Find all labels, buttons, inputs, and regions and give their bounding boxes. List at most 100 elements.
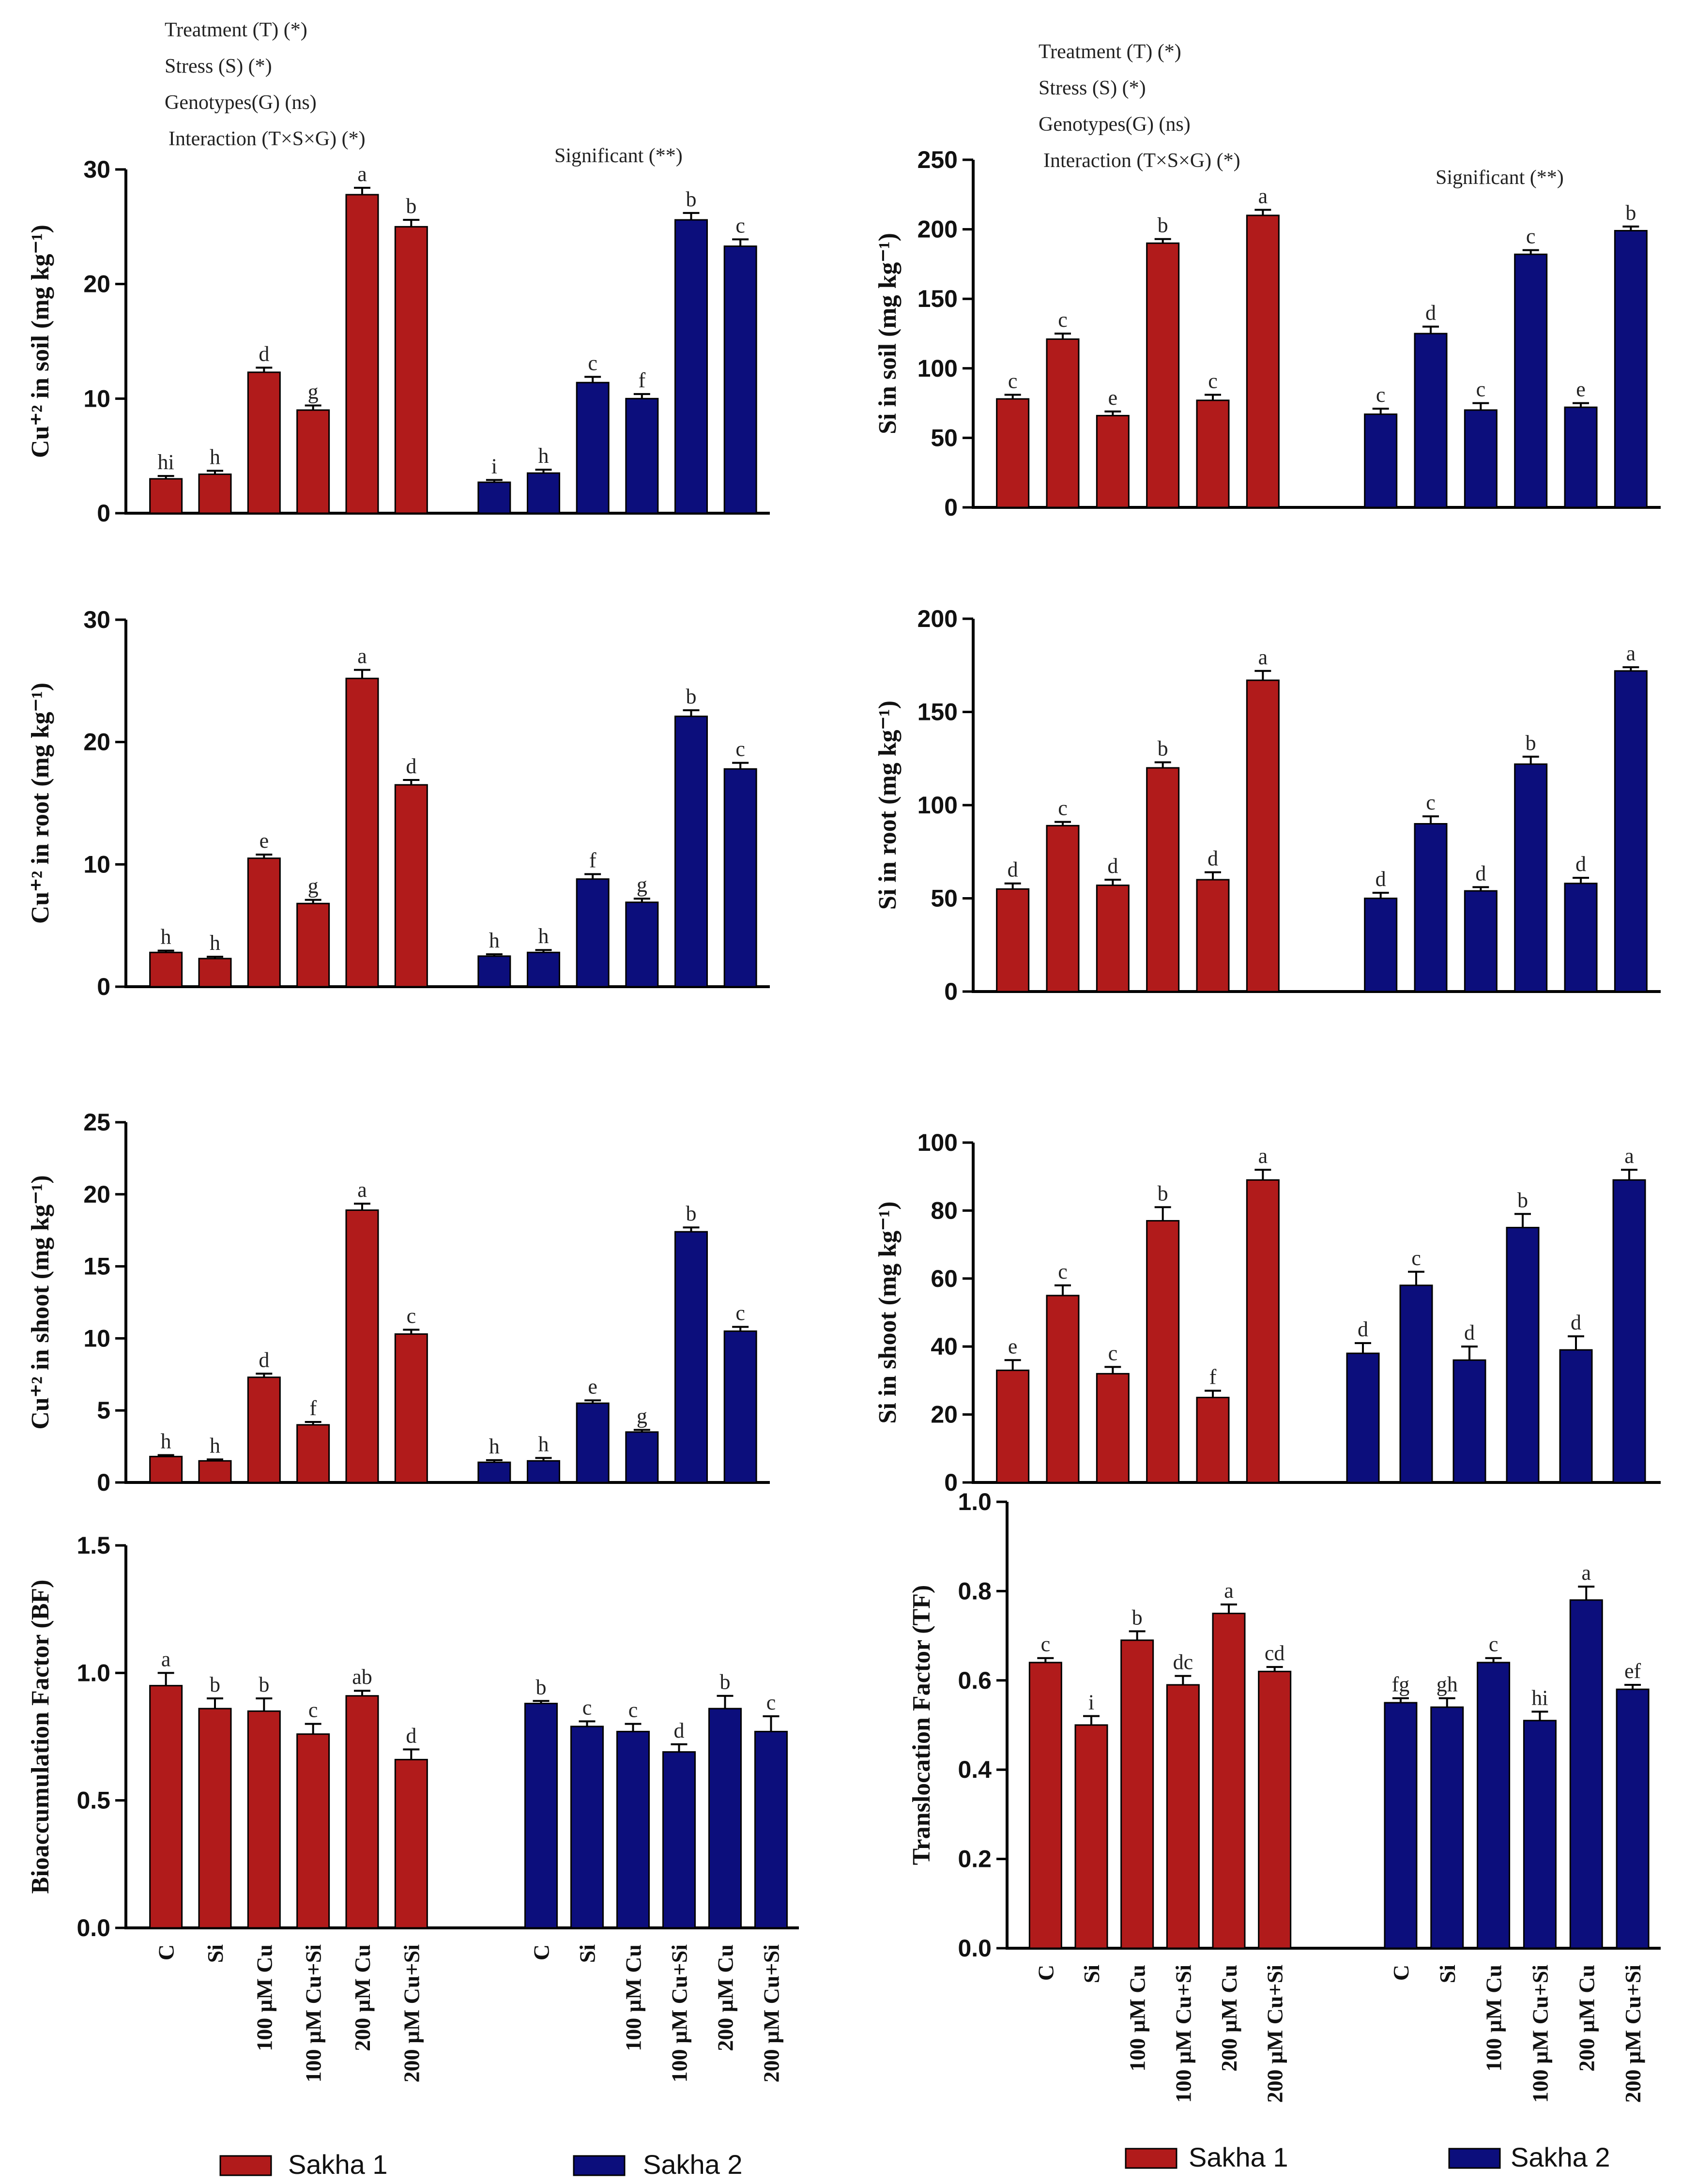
bar-sakha1-1 [1074,1724,1108,1949]
significance-letter: a [357,644,367,668]
x-tick-label: 200 µM Cu [1217,1965,1241,2072]
bar-sakha2-3 [625,1431,659,1483]
bar-sakha1-5 [1246,1179,1280,1483]
left-annotations: Treatment (T) (*) Stress (S) (*) Genotyp… [165,19,683,167]
right-interaction-note: Interaction (T×S×G) (*) [1043,150,1240,172]
x-tick-label: 100 µM Cu+Si [301,1944,326,2083]
bar-sakha2-0 [477,955,511,988]
significance-letter: d [1464,1321,1475,1344]
y-axis-label: Cu⁺² in soil (mg kg⁻¹) [27,225,54,458]
bar-sakha2-4 [1559,1349,1593,1483]
bar-sakha1-4 [1196,879,1230,993]
significance-letter: c [1058,1260,1068,1283]
significance-letter: e [1576,378,1586,401]
significance-letter: c [1058,796,1068,820]
x-tick-label: 100 µM Cu+Si [1171,1965,1195,2103]
significance-letter: c [1526,225,1536,248]
y-tick-label: 100 [917,355,958,382]
bar-sakha2-4 [708,1708,742,1929]
significance-letter: c [1376,383,1386,407]
y-axis-label: Cu⁺² in shoot (mg kg⁻¹) [27,1175,54,1429]
bar-sakha1-0 [149,951,183,988]
significance-letter: c [1058,308,1068,332]
bar-sakha2-2 [576,1402,610,1483]
significance-letter: c [1041,1633,1051,1656]
y-tick-label: 10 [83,851,110,878]
bar-sakha2-0 [1364,413,1398,508]
bar-sakha1-0 [1028,1662,1062,1949]
bar-sakha1-5 [394,226,428,514]
bar-sakha2-1 [570,1726,604,1929]
bar-sakha2-3 [1523,1720,1557,1949]
significance-letter: a [357,162,367,186]
significance-letter: d [1571,1311,1581,1334]
x-tick-label: Si [1079,1965,1104,1984]
bar-sakha2-1 [1430,1706,1464,1949]
significance-letter: h [489,1435,500,1458]
significance-letter: g [637,1404,647,1428]
bar-sakha2-5 [754,1730,788,1929]
x-tick-label: 100 µM Cu+Si [1528,1965,1552,2103]
significance-letter: h [161,1429,171,1453]
x-tick-label: Si [203,1944,228,1963]
bar-sakha1-1 [1046,1295,1080,1483]
significance-letter: a [1258,645,1268,669]
significance-letter: d [674,1719,685,1742]
chart-si_soil: 0 50 100 150 200 250 Si in soil (mg kg⁻¹) c c e b c… [874,146,1661,521]
bar-sakha2-4 [674,716,708,988]
chart-si_shoot: 0 20 40 60 80 100 Si in shoot (mg kg⁻¹) e c c b f a d… [874,1129,1661,1496]
significance-letter: hi [158,450,174,474]
left-stress-note: Stress (S) (*) [165,55,272,77]
significance-letter: h [161,925,171,948]
bar-sakha1-3 [296,409,330,514]
significance-letter: d [1107,854,1118,878]
bar-sakha1-4 [345,677,379,988]
significance-letter: d [1575,852,1586,876]
significance-letter: ef [1624,1659,1641,1683]
significance-letter: c [735,214,745,237]
legend-right-swatch-sakha1 [1125,2148,1177,2169]
significance-letter: b [1132,1605,1143,1629]
bar-sakha1-2 [247,857,281,988]
significance-letter: g [308,874,319,898]
significance-letter: c [1489,1633,1498,1656]
bar-sakha2-0 [1346,1352,1380,1483]
x-tick-label: C [529,1944,554,1960]
bar-sakha2-3 [625,901,659,988]
bar-sakha1-4 [345,194,379,514]
significance-letter: b [406,194,416,218]
bar-sakha1-0 [149,478,183,514]
significance-letter: c [308,1698,318,1722]
bar-sakha1-1 [198,1460,232,1483]
significance-letter: b [210,1673,220,1696]
y-tick-label: 0.0 [958,1935,992,1962]
y-tick-label: 0.8 [958,1577,992,1604]
legend-left-swatch-sakha2 [573,2155,626,2176]
significance-letter: h [538,444,549,468]
y-axis-label: Translocation Factor (TF) [908,1585,935,1865]
significance-letter: cd [1265,1641,1285,1665]
y-tick-label: 0 [97,1469,110,1496]
bar-sakha1-4 [345,1209,379,1483]
y-tick-label: 50 [931,885,958,912]
bar-sakha2-2 [1452,1359,1486,1483]
y-tick-label: 150 [917,285,958,312]
bar-sakha1-3 [296,1424,330,1483]
significance-letter: gh [1437,1673,1458,1696]
y-tick-label: 1.5 [76,1532,110,1559]
bar-sakha1-4 [1196,399,1230,508]
bar-sakha1-2 [1120,1639,1154,1949]
bar-sakha1-2 [1096,414,1130,508]
legend-right-label-sakha2: Sakha 2 [1511,2142,1610,2172]
bar-sakha2-3 [662,1751,696,1929]
bar-sakha2-5 [723,245,757,514]
chart-tf: 0.0 0.2 0.4 0.6 0.8 1.0 Translocation Factor (… [908,1488,1661,2103]
bar-sakha2-5 [1614,670,1648,993]
x-tick-label: 100 µM Cu+Si [667,1944,692,2083]
significance-letter: d [1008,858,1018,882]
significance-letter: c [735,737,745,761]
bar-sakha2-0 [477,481,511,514]
significance-letter: d [259,342,269,366]
significance-letter: b [1158,1181,1168,1205]
bar-sakha2-2 [1477,1662,1511,1949]
